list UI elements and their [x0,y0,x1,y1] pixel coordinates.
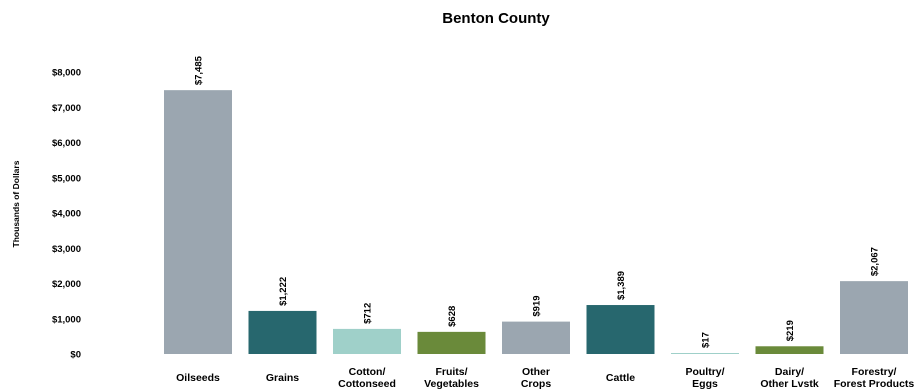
bar [333,328,401,354]
data-label: $1,389 [616,271,627,300]
x-tick-label-line: Dairy/ [775,366,804,378]
y-tick-label: $4,000 [52,209,81,220]
x-axis-ticks: Oilseeds Grains Cotton/Cottonseed Fruits/Ve… [176,366,914,390]
data-label: $919 [532,295,543,316]
x-tick-label-line: Cattle [606,372,635,384]
x-tick-label-line: Forestry/ [852,366,897,378]
x-tick-label-line: Vegetables [424,378,479,390]
x-tick-label-line: Oilseeds [176,372,220,384]
x-tick-label-line: Cottonseed [338,378,396,390]
data-label: $17 [701,332,712,348]
chart-title: Benton County [442,10,550,27]
y-axis-ticks: $0 $1,000 $2,000 $3,000 $4,000 $5,000 $6,000 $7… [52,68,81,361]
x-tick-label: Poultry/Eggs [685,366,724,390]
y-tick-label: $5,000 [52,173,81,184]
bar [417,331,486,354]
data-label: $712 [363,303,374,324]
x-tick-label: Oilseeds [176,372,220,384]
bar [840,281,908,354]
x-tick-label-line: Other [522,366,550,378]
data-label: $219 [785,320,796,341]
data-labels: $7,485 $1,222 $712 $628 $919 $1,389 $17 $219 $2,… [194,55,881,348]
data-label: $7,485 [194,55,205,85]
bar [502,321,570,354]
y-tick-label: $0 [70,350,81,361]
y-tick-label: $6,000 [52,138,81,149]
bar [248,310,317,354]
bar [586,305,655,354]
bar [755,346,824,354]
x-tick-label-line: Poultry/ [685,366,724,378]
x-tick-label: Forestry/Forest Products [834,366,915,390]
y-tick-label: $2,000 [52,279,81,290]
x-tick-label-line: Other Lvstk [760,378,819,390]
data-label: $2,067 [870,247,881,276]
x-tick-label: Dairy/Other Lvstk [760,366,819,390]
y-tick-label: $7,000 [52,103,81,114]
y-tick-label: $8,000 [52,68,81,79]
bar [671,353,739,354]
y-tick-label: $3,000 [52,244,81,255]
y-tick-label: $1,000 [52,314,81,325]
y-axis-label: Thousands of Dollars [11,160,21,247]
bars [164,90,908,354]
x-tick-label: Fruits/Vegetables [424,366,479,390]
x-tick-label-line: Cotton/ [349,366,386,378]
x-tick-label: Cattle [606,372,635,384]
x-tick-label-line: Forest Products [834,378,915,390]
x-tick-label: Cotton/Cottonseed [338,366,396,390]
bar [164,90,232,354]
x-tick-label-line: Grains [266,372,299,384]
x-tick-label-line: Fruits/ [435,366,467,378]
data-label: $1,222 [278,277,289,306]
x-tick-label-line: Crops [521,378,551,390]
x-tick-label-line: Eggs [692,378,718,390]
data-label: $628 [447,306,458,327]
x-tick-label: Grains [266,372,299,384]
